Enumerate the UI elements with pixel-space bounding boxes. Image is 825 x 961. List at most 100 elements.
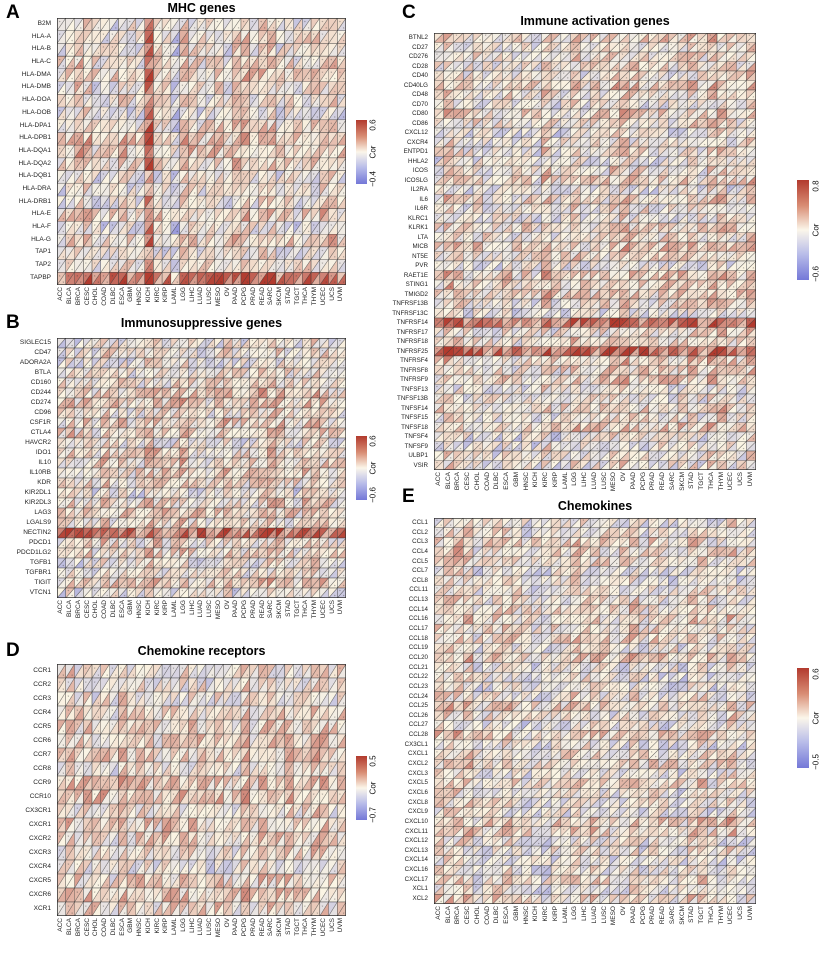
gene-label: LGALS9 <box>26 519 51 526</box>
cancer-type-label: CESC <box>464 906 472 925</box>
cancer-type-label: KIRP <box>162 600 170 616</box>
gene-label: CCL24 <box>408 692 428 700</box>
gene-label: XCR1 <box>33 905 51 912</box>
gene-label: TAP1 <box>35 248 51 256</box>
gene-label: TAP2 <box>35 261 51 269</box>
cancer-type-label: PCPG <box>639 906 647 925</box>
gene-label: CD160 <box>30 379 51 386</box>
cancer-type-label: COAD <box>101 600 109 619</box>
panel-letter-e: E <box>402 486 415 507</box>
cancer-type-labels: ACC BLCA BRCA CESC CHOL COAD DLBC ESCA GBM HNSC KI… <box>57 918 346 960</box>
panel-title-immune-activation: Immune activation genes <box>520 14 670 28</box>
cancer-type-label: KIRP <box>162 918 170 934</box>
gene-label: IL10 <box>38 459 51 466</box>
gene-label: LTA <box>417 233 428 241</box>
cancer-type-label: STAD <box>284 600 292 617</box>
cancer-type-label: THYM <box>717 906 725 925</box>
gene-label: CD96 <box>34 409 51 416</box>
cancer-type-label: TGCT <box>698 906 706 924</box>
gene-label: CXCL17 <box>404 875 428 883</box>
gene-label: KLRC1 <box>408 214 428 222</box>
gene-label: CD40 <box>412 72 428 79</box>
gene-label: HLA-DPB1 <box>19 134 51 142</box>
cancer-type-label: ESCA <box>118 600 126 618</box>
cancer-type-label: TGCT <box>293 600 301 618</box>
cancer-type-label: LIHC <box>581 906 589 921</box>
gene-label: HAVCR2 <box>25 439 51 446</box>
cancer-type-label: BLCA <box>66 600 74 617</box>
gene-label: HLA-DOA <box>22 96 51 104</box>
cancer-type-label: SARC <box>267 918 275 937</box>
gene-label: CTLA4 <box>30 429 51 436</box>
cancer-type-label: SARC <box>267 600 275 619</box>
gene-label: TIGIT <box>34 579 51 586</box>
gene-label: CXCL2 <box>408 760 428 768</box>
cancer-type-label: KIRP <box>551 906 559 922</box>
gene-label: CCR9 <box>33 779 51 786</box>
heatmap-grid-chemokines <box>434 518 757 904</box>
cancer-type-label: BRCA <box>74 600 82 619</box>
gene-label: CD274 <box>30 399 51 406</box>
gene-label: CXCR5 <box>28 877 51 884</box>
gene-label: IL6R <box>414 205 428 212</box>
cancer-type-label: LUSC <box>600 906 608 924</box>
gene-label: CXCL14 <box>404 856 428 864</box>
colorbar-gradient <box>356 436 367 500</box>
gene-label: CXCR6 <box>28 891 51 898</box>
gene-label: CCL19 <box>408 644 428 652</box>
gene-label: ULBP1 <box>408 452 428 459</box>
gene-label: CXCL6 <box>408 788 428 796</box>
gene-label: TGFBR1 <box>25 569 51 576</box>
gene-label: CXCL3 <box>408 769 428 777</box>
gene-label: TNFRSF14 <box>396 319 428 326</box>
panel-title-immunosuppressive: Immunosuppressive genes <box>120 316 283 330</box>
gene-label: CXCL5 <box>408 779 428 787</box>
gene-label: ADORA2A <box>19 359 51 366</box>
gene-label: STING1 <box>405 281 428 288</box>
gene-label: TNFRSF13C <box>392 309 428 317</box>
gene-label: IL6 <box>419 195 428 203</box>
cancer-type-label: PCPG <box>241 600 249 619</box>
cancer-type-label: READ <box>258 600 266 619</box>
cancer-type-label: KICH <box>532 906 540 922</box>
gene-label: CD47 <box>34 349 51 356</box>
colorbar-min-label: −0.5 <box>811 754 821 770</box>
gene-label: CCR6 <box>33 737 51 744</box>
gene-label: CCL22 <box>408 673 428 681</box>
gene-label: HLA-DOB <box>22 108 51 116</box>
gene-label: MICB <box>412 243 428 250</box>
cancer-type-label: DLBC <box>109 600 117 618</box>
gene-label: TNFSF18 <box>401 423 428 431</box>
gene-label: TNFSF14 <box>401 404 428 412</box>
cancer-type-label: KIRC <box>542 906 550 922</box>
gene-label: HLA-DQA1 <box>18 146 51 154</box>
cancer-type-label: CHOL <box>92 600 100 619</box>
cancer-type-label: UCEC <box>319 918 327 937</box>
gene-label: TAPBP <box>30 273 51 281</box>
gene-label: CD244 <box>30 389 51 396</box>
cancer-type-label: PAAD <box>232 600 240 618</box>
gene-label: CD28 <box>412 62 428 70</box>
cancer-type-label: READ <box>659 906 667 925</box>
gene-label: KIR2DL3 <box>24 499 51 506</box>
gene-label: HLA-DMA <box>21 70 51 78</box>
cancer-type-label: CHOL <box>92 918 100 937</box>
gene-label: HLA-DMB <box>21 83 51 91</box>
cancer-type-label: UVM <box>337 600 345 615</box>
panel-letter-a: A <box>6 2 20 23</box>
gene-label: CCR5 <box>33 723 51 730</box>
gene-label: TNFSF9 <box>404 442 428 450</box>
gene-labels: CCL1 CCL2 CCL3 CCL4 CCL5 CCL7 CCL8 CCL11 CCL13 CC… <box>376 518 431 904</box>
cancer-type-label: ESCA <box>118 918 126 936</box>
cancer-type-label: BRCA <box>74 918 82 937</box>
gene-label: CXCR3 <box>28 849 51 856</box>
cancer-type-label: DLBC <box>493 906 501 924</box>
gene-label: HLA-E <box>31 210 51 218</box>
gene-label: CCL21 <box>408 663 428 671</box>
gene-label: B2M <box>37 20 51 27</box>
colorbar-title: Cor <box>811 223 821 237</box>
gene-label: PDCD1LG2 <box>16 549 51 556</box>
gene-label: LAG3 <box>34 509 51 516</box>
cancer-type-label: PRAD <box>649 906 657 925</box>
gene-label: CXCL8 <box>408 798 428 806</box>
